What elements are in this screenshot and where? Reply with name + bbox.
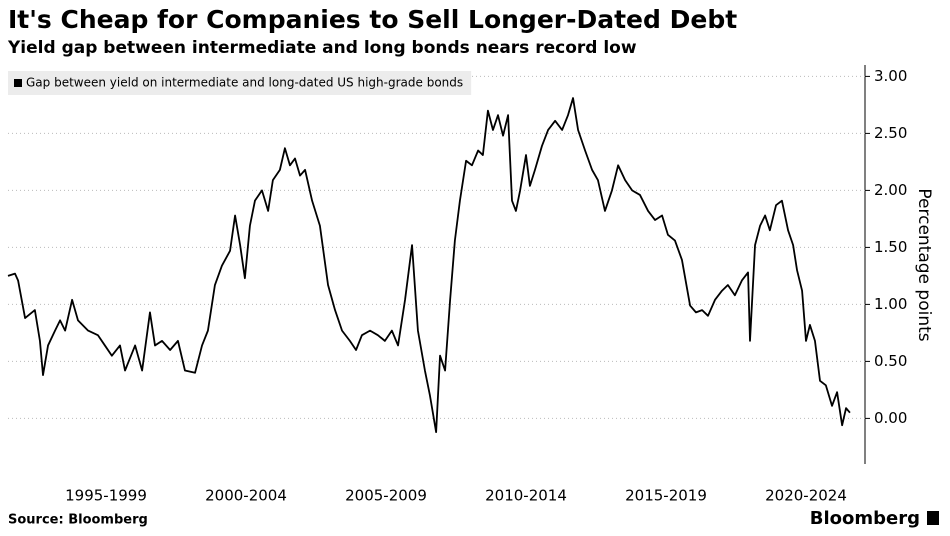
line-series [7, 97, 851, 433]
x-tick-label: 2020-2024 [765, 487, 847, 505]
source: Source: Bloomberg [8, 513, 148, 528]
y-tick-label: 3.00 [874, 67, 907, 85]
legend-label: Gap between yield on intermediate and lo… [26, 76, 463, 90]
logo: Bloomberg [810, 508, 920, 529]
y-tick-label: 2.50 [874, 124, 907, 142]
chart-subtitle: Yield gap between intermediate and long … [7, 38, 637, 58]
y-tick-label: 0.00 [874, 409, 907, 427]
y-tick-label: 1.00 [874, 295, 907, 313]
logo-icon [927, 511, 939, 525]
chart-title: It's Cheap for Companies to Sell Longer-… [8, 5, 737, 34]
x-tick-label: 2000-2004 [205, 487, 287, 505]
x-tick-label: 1995-1999 [65, 487, 147, 505]
legend-swatch [14, 79, 22, 87]
x-tick-label: 2010-2014 [485, 487, 567, 505]
y-axis-label: Percentage points [914, 188, 934, 341]
y-tick-label: 1.50 [874, 238, 907, 256]
legend-background [8, 71, 472, 95]
y-tick-label: 0.50 [874, 352, 907, 370]
y-tick-label: 2.00 [874, 181, 907, 199]
x-tick-label: 2015-2019 [625, 487, 707, 505]
x-tick-label: 2005-2009 [345, 487, 427, 505]
